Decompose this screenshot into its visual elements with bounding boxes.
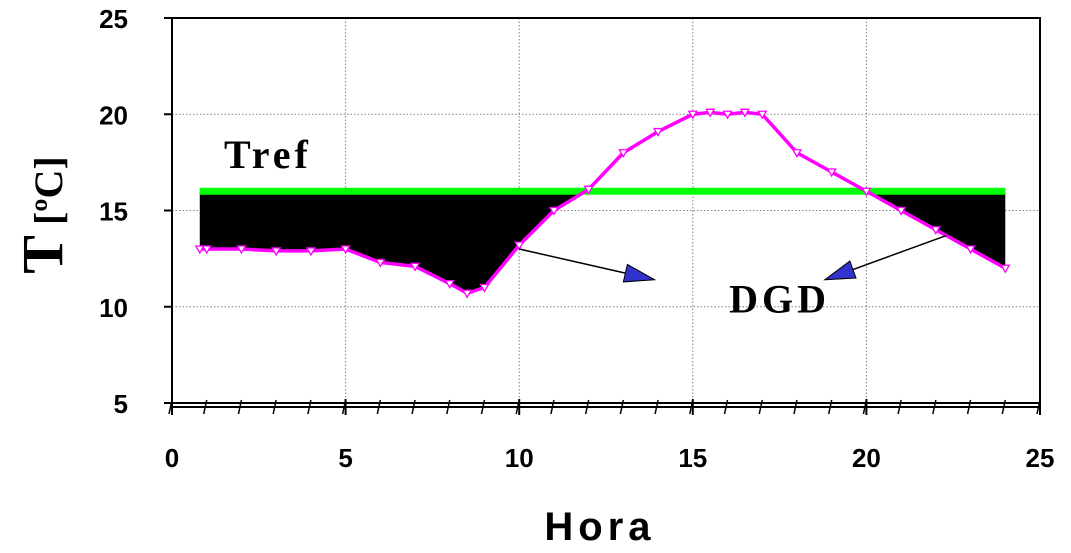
series-point xyxy=(652,127,664,137)
x-tick-label: 20 xyxy=(852,443,881,473)
x-tick-label: 10 xyxy=(505,443,534,473)
series-point xyxy=(201,245,212,255)
annotations: DGD xyxy=(519,234,947,322)
x-minor-tick xyxy=(446,399,451,415)
x-tick-label: 25 xyxy=(1026,443,1055,473)
tick-marks xyxy=(164,17,1041,415)
series-point xyxy=(930,226,941,236)
svg-text:T [ºC]: T [ºC] xyxy=(10,156,75,273)
series-point xyxy=(739,108,751,118)
x-minor-tick xyxy=(723,399,729,415)
dgd-label: DGD xyxy=(729,277,830,322)
series-point xyxy=(479,283,490,293)
x-minor-tick xyxy=(307,399,312,415)
series-point xyxy=(1000,264,1011,274)
tref-label: Tref xyxy=(224,132,312,177)
y-tick-label: 15 xyxy=(99,197,128,227)
x-minor-tick xyxy=(932,399,937,415)
x-minor-tick xyxy=(272,399,277,415)
series-point xyxy=(305,247,317,257)
x-minor-tick xyxy=(827,399,833,415)
arrow-shaft xyxy=(852,234,947,271)
x-tick-label: 0 xyxy=(165,443,179,473)
series-line xyxy=(199,110,1007,296)
series-point xyxy=(444,280,455,289)
y-tick-label: 10 xyxy=(99,293,128,323)
shaded-area xyxy=(199,191,586,294)
x-minor-tick xyxy=(480,399,486,415)
series-point xyxy=(271,247,282,257)
arrow-head xyxy=(622,263,657,283)
arrow-shaft xyxy=(519,248,626,274)
y-axis-title: T [ºC] xyxy=(10,156,75,273)
series-point xyxy=(375,258,386,268)
x-axis-title: Hora xyxy=(544,505,655,549)
series-point xyxy=(861,187,872,197)
series-point xyxy=(548,206,560,216)
series-point xyxy=(194,245,205,255)
x-minor-tick xyxy=(376,399,382,415)
y-tick-label: 25 xyxy=(99,4,128,34)
series-point xyxy=(461,289,473,299)
x-minor-tick xyxy=(411,399,416,415)
x-minor-tick xyxy=(758,399,763,415)
x-minor-tick xyxy=(897,399,902,415)
series-point xyxy=(236,245,247,255)
series-point xyxy=(583,185,594,195)
arrow-head xyxy=(823,260,857,281)
series-point xyxy=(514,241,525,251)
y-tick-label: 5 xyxy=(114,389,128,419)
series-point xyxy=(826,168,837,178)
tref-group: Tref xyxy=(199,132,1006,195)
tick-labels: 0 5 10 15 20 25 5 10 15 20 25 xyxy=(99,4,1054,473)
x-minor-tick xyxy=(584,399,590,415)
x-minor-tick xyxy=(654,399,659,415)
x-minor-tick xyxy=(793,399,798,415)
x-tick-label: 5 xyxy=(338,443,352,473)
x-minor-tick xyxy=(619,399,625,415)
y-axis-title-unit: [ºC] xyxy=(26,156,71,225)
series-point xyxy=(965,245,976,255)
x-tick-label: 15 xyxy=(678,443,707,473)
series-point xyxy=(705,108,716,118)
series-point xyxy=(791,149,803,159)
series-point xyxy=(722,110,733,120)
series-point xyxy=(757,110,768,120)
series-point xyxy=(895,206,907,216)
y-tick-label: 20 xyxy=(99,100,128,130)
series-point xyxy=(687,110,698,120)
x-minor-tick xyxy=(1001,399,1007,415)
series-point xyxy=(618,149,629,159)
x-minor-tick xyxy=(966,399,972,415)
x-minor-tick xyxy=(550,399,555,415)
series-point xyxy=(409,262,421,272)
y-axis-title-main: T xyxy=(10,235,75,274)
series-group xyxy=(194,108,1011,299)
x-minor-tick xyxy=(202,399,208,415)
x-minor-tick xyxy=(237,399,243,415)
series-point xyxy=(340,245,351,255)
